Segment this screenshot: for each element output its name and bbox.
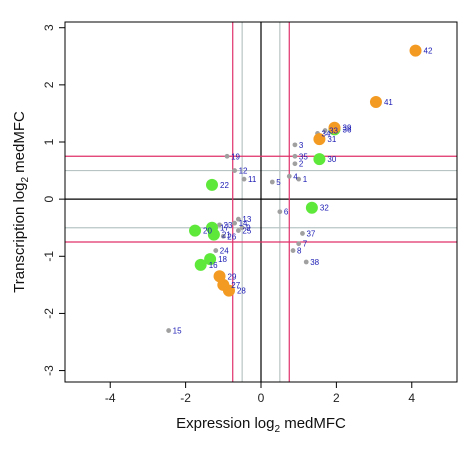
y-axis-title: Transcription log2 medMFC [11, 111, 31, 293]
point-label: 20 [203, 227, 212, 236]
point-label: 13 [242, 215, 251, 224]
gray-point [241, 176, 247, 182]
point-label: 39 [343, 124, 352, 133]
point-label: 31 [327, 135, 336, 144]
point-label: 17 [220, 224, 229, 233]
x-tick-label: 4 [408, 391, 415, 405]
gray-point [292, 153, 298, 159]
point-label: 25 [242, 227, 251, 236]
gray-point [239, 225, 245, 231]
gray-point [303, 259, 309, 265]
y-tick-label: -2 [42, 308, 56, 319]
reference-lines [65, 22, 457, 382]
point-label: 18 [218, 255, 227, 264]
data-points [166, 44, 422, 333]
gray-point [166, 328, 172, 333]
point-label: 16 [209, 261, 218, 270]
point-label: 21 [222, 231, 231, 240]
x-axis-title: Expression log2 medMFC [176, 415, 346, 435]
y-tick-label: 2 [42, 81, 56, 88]
green-point [305, 201, 318, 214]
orange-point [409, 44, 422, 57]
point-label: 7 [303, 240, 308, 249]
gray-point [296, 241, 302, 247]
gray-point [217, 222, 222, 228]
point-label: 15 [173, 327, 182, 336]
orange-point [328, 121, 341, 134]
x-tick-label: -4 [105, 391, 116, 405]
y-tick-label: -1 [42, 251, 56, 262]
y-tick-label: 0 [42, 195, 56, 202]
x-tick-label: -2 [180, 391, 191, 405]
gray-point [235, 216, 241, 222]
point-label: 33 [329, 127, 338, 136]
gray-point [224, 153, 230, 159]
point-label: 41 [384, 98, 393, 107]
point-label: 26 [227, 232, 236, 241]
gray-point [277, 209, 283, 215]
point-label: 8 [297, 247, 302, 256]
green-point [204, 253, 217, 266]
point-label: 38 [310, 258, 319, 267]
point-label: 11 [248, 175, 257, 184]
y-tick-label: 3 [42, 24, 56, 31]
point-label: 23 [224, 221, 233, 230]
point-label: 12 [239, 167, 248, 176]
gray-point [232, 220, 238, 226]
point-label: 34 [322, 129, 331, 138]
point-label: 27 [231, 281, 240, 290]
x-tick-label: 2 [333, 391, 340, 405]
point-label: 1 [303, 175, 308, 184]
point-label: 6 [284, 208, 289, 217]
y-axis: -3 -2 -1 0 1 2 3 [42, 24, 65, 376]
gray-point [290, 248, 296, 253]
y-tick-label: -3 [42, 365, 56, 376]
green-point [189, 224, 202, 237]
green-point [206, 178, 218, 191]
point-label: 24 [220, 247, 229, 256]
x-axis: -4 -2 0 2 4 [105, 382, 415, 405]
point-label: 22 [220, 181, 229, 190]
point-labels: 1234567891112131415192324252634353738331… [173, 47, 433, 336]
orange-point [222, 284, 235, 297]
gray-point [292, 142, 298, 148]
point-label: 2 [299, 160, 304, 169]
gray-point [235, 228, 241, 233]
green-point [313, 153, 326, 166]
point-label: 29 [228, 272, 237, 281]
point-label: 37 [306, 229, 315, 238]
orange-point [369, 96, 382, 108]
point-label: 35 [299, 152, 308, 161]
x-tick-label: 0 [258, 391, 265, 405]
gray-point [292, 161, 298, 167]
orange-point [313, 133, 326, 146]
point-label: 3 [299, 141, 304, 150]
point-label: 32 [320, 204, 329, 213]
y-tick-label: 1 [42, 138, 56, 145]
green-point [194, 258, 207, 271]
point-label: 9 [246, 224, 251, 233]
gray-point [300, 231, 305, 236]
gray-point [286, 173, 292, 179]
point-label: 36 [343, 125, 352, 134]
gray-point [232, 168, 238, 173]
gray-point [322, 128, 328, 133]
orange-point [213, 270, 226, 283]
gray-point [220, 233, 226, 239]
point-label: 4 [293, 172, 298, 181]
point-label: 42 [424, 47, 433, 56]
point-label: 14 [239, 219, 248, 228]
point-label: 28 [237, 287, 246, 296]
gray-point [213, 248, 219, 253]
gray-point [269, 179, 275, 185]
green-point [207, 228, 220, 241]
point-label: 5 [276, 178, 281, 187]
gray-point [296, 176, 302, 182]
point-label: 30 [327, 155, 336, 164]
point-label: 19 [231, 152, 240, 161]
